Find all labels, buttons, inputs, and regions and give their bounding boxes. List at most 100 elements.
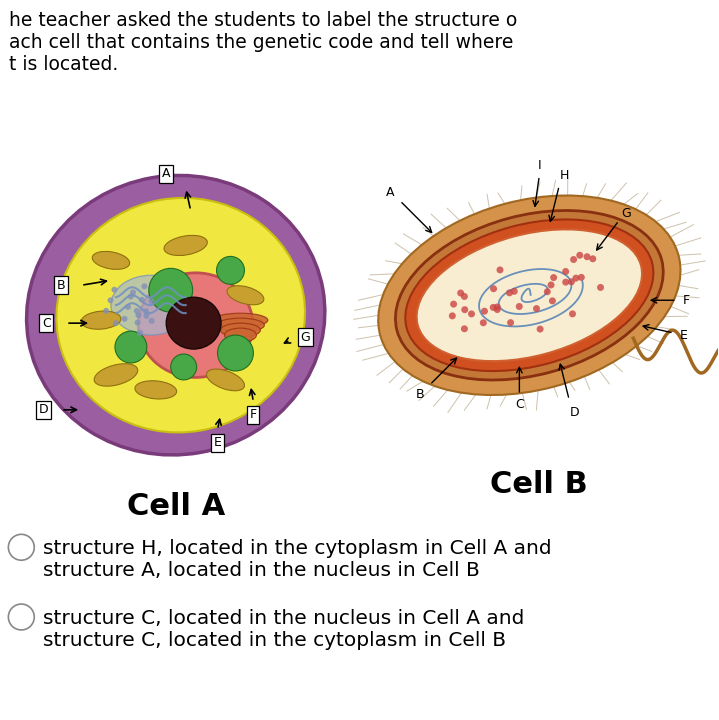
Ellipse shape	[92, 251, 129, 269]
Ellipse shape	[94, 364, 138, 386]
Text: he teacher asked the students to label the structure o: he teacher asked the students to label t…	[9, 12, 518, 30]
Text: structure C, located in the cytoplasm in Cell B: structure C, located in the cytoplasm in…	[43, 631, 506, 650]
Circle shape	[148, 298, 155, 304]
Circle shape	[516, 303, 523, 310]
Text: F: F	[249, 408, 257, 421]
Ellipse shape	[138, 273, 253, 377]
Ellipse shape	[216, 318, 265, 332]
Circle shape	[115, 331, 147, 363]
Circle shape	[216, 256, 244, 284]
Circle shape	[568, 279, 575, 285]
Circle shape	[490, 304, 497, 311]
Circle shape	[149, 269, 193, 312]
Circle shape	[507, 319, 514, 326]
Ellipse shape	[416, 230, 642, 361]
Text: E: E	[214, 436, 221, 449]
Circle shape	[108, 297, 114, 303]
Ellipse shape	[164, 235, 207, 256]
Circle shape	[149, 318, 155, 324]
Circle shape	[549, 297, 556, 305]
Ellipse shape	[221, 323, 260, 337]
Circle shape	[170, 354, 196, 380]
Circle shape	[497, 266, 503, 274]
Circle shape	[550, 274, 557, 281]
Circle shape	[143, 308, 149, 314]
Circle shape	[490, 285, 497, 292]
Ellipse shape	[206, 369, 244, 391]
Circle shape	[9, 604, 35, 630]
Circle shape	[135, 312, 142, 318]
Circle shape	[569, 310, 576, 318]
Text: I: I	[538, 159, 541, 172]
Circle shape	[128, 294, 134, 300]
Circle shape	[544, 288, 551, 295]
Text: G: G	[621, 207, 631, 220]
Circle shape	[450, 301, 457, 307]
Circle shape	[113, 320, 119, 326]
Circle shape	[562, 279, 569, 286]
Circle shape	[494, 303, 500, 310]
Circle shape	[536, 325, 544, 333]
Text: A: A	[385, 186, 394, 199]
Circle shape	[461, 325, 468, 333]
Text: C: C	[515, 398, 523, 411]
Circle shape	[139, 297, 145, 303]
Circle shape	[122, 316, 127, 322]
Ellipse shape	[81, 311, 121, 329]
Circle shape	[590, 256, 596, 262]
Circle shape	[104, 308, 109, 314]
Ellipse shape	[406, 220, 654, 371]
Text: structure C, located in the nucleus in Cell A and: structure C, located in the nucleus in C…	[43, 609, 525, 628]
Text: A: A	[162, 167, 170, 180]
Text: Cell A: Cell A	[127, 492, 225, 521]
Text: H: H	[559, 169, 569, 182]
Circle shape	[481, 307, 488, 315]
Text: F: F	[683, 294, 690, 307]
Ellipse shape	[166, 297, 221, 349]
Ellipse shape	[27, 176, 325, 455]
Circle shape	[577, 252, 583, 258]
Ellipse shape	[135, 381, 177, 399]
Ellipse shape	[378, 196, 680, 395]
Circle shape	[130, 289, 136, 295]
Ellipse shape	[224, 328, 257, 342]
Circle shape	[218, 335, 253, 371]
Text: D: D	[38, 403, 48, 416]
Circle shape	[584, 253, 590, 260]
Circle shape	[144, 312, 150, 319]
Circle shape	[506, 289, 513, 297]
Circle shape	[548, 282, 554, 289]
Circle shape	[494, 306, 500, 313]
Text: Cell B: Cell B	[490, 469, 588, 498]
Circle shape	[9, 534, 35, 560]
Circle shape	[480, 319, 487, 326]
Text: B: B	[416, 388, 424, 401]
Circle shape	[461, 293, 468, 300]
Ellipse shape	[395, 210, 663, 380]
Circle shape	[562, 268, 569, 275]
Ellipse shape	[213, 313, 268, 327]
Text: structure H, located in the cytoplasm in Cell A and: structure H, located in the cytoplasm in…	[43, 539, 552, 558]
Circle shape	[137, 330, 143, 336]
Text: G: G	[301, 330, 310, 343]
Ellipse shape	[227, 286, 264, 305]
Circle shape	[533, 305, 540, 312]
Text: D: D	[569, 406, 579, 419]
Circle shape	[457, 289, 464, 297]
Circle shape	[597, 284, 604, 291]
Circle shape	[134, 320, 140, 325]
Text: ach cell that contains the genetic code and tell where: ach cell that contains the genetic code …	[9, 33, 514, 53]
Circle shape	[125, 304, 131, 310]
Circle shape	[570, 256, 577, 263]
Circle shape	[572, 274, 580, 282]
Circle shape	[510, 288, 518, 294]
Circle shape	[578, 274, 585, 281]
Circle shape	[462, 306, 468, 313]
Text: C: C	[42, 317, 50, 330]
Ellipse shape	[111, 275, 191, 335]
Text: t is located.: t is located.	[9, 55, 119, 74]
Circle shape	[142, 284, 147, 289]
Text: structure A, located in the nucleus in Cell B: structure A, located in the nucleus in C…	[43, 561, 480, 580]
Circle shape	[468, 310, 475, 318]
Text: E: E	[679, 328, 687, 341]
